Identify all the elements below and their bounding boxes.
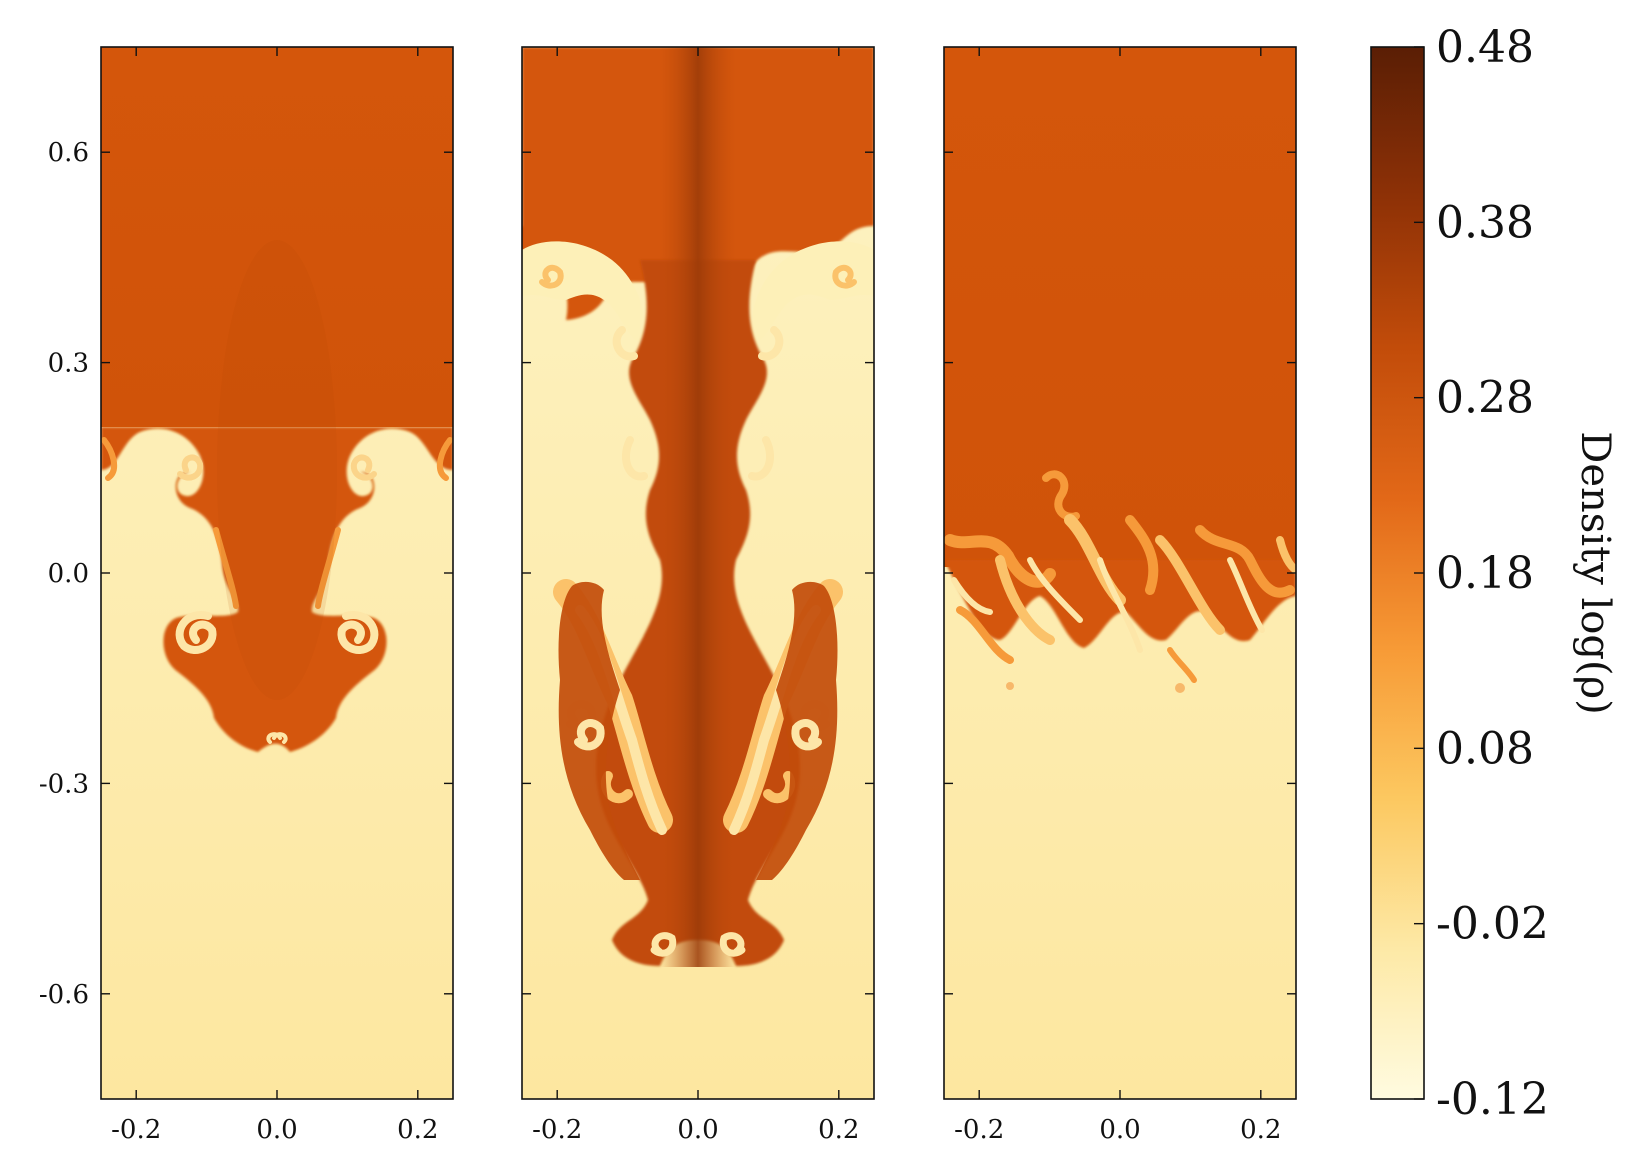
colorbar-tick-label: 0.48 [1436,22,1534,73]
x-tick-label: -0.2 [111,1115,161,1145]
y-tick-label: 0.3 [48,349,89,379]
panel-3-heavy-fluid [944,47,1296,567]
y-tick-label: 0.0 [48,559,89,589]
colorbar-tick-label: 0.18 [1436,548,1534,599]
panel-2 [522,47,874,1099]
x-tick-label: -0.2 [532,1115,582,1145]
colorbar-tick-label: -0.12 [1436,1074,1549,1125]
panel-1-axes: -0.2 0.0 0.2 0.6 0.3 0.0 -0.3 -0.6 [39,46,454,1145]
panel-2-jet [660,47,736,967]
panel-3 [944,47,1296,1099]
x-tick-label: 0.0 [677,1115,718,1145]
panel-3-blob [1175,683,1185,693]
y-tick-label: 0.6 [48,138,89,168]
y-tick-label: -0.3 [39,769,89,799]
panel-3-blob [1006,682,1014,690]
panel-3-mixing-layer [944,470,1296,683]
y-tick-label: -0.6 [39,980,89,1010]
x-tick-label: 0.2 [397,1115,438,1145]
x-tick-label: 0.0 [1099,1115,1140,1145]
colorbar-tick-label: -0.02 [1436,899,1549,950]
panel-2-axes: -0.2 0.0 0.2 [521,46,875,1145]
x-tick-label: 0.0 [256,1115,297,1145]
axes-layer: -0.2 0.0 0.20.60.30.0-0.3-0.6-0.2 0.0 0.2 -0.… [39,46,1297,1145]
panel-1-plume [101,427,453,752]
colorbar-tick-label: 0.38 [1436,197,1534,248]
panel-1 [101,47,453,1099]
colorbar: 0.48 0.38 0.28 0.18 0.08 -0.02 -0.12 [1370,22,1549,1125]
x-tick-label: 0.2 [1240,1115,1281,1145]
panel-1-heavy-fluid [101,47,453,427]
panel-3-axes: -0.2 0.0 0.2 [943,46,1297,1145]
panel-2-bulb-curls [574,719,822,751]
panel-1-curls [101,437,453,744]
panel-1-core [217,240,337,700]
x-tick-label: -0.2 [954,1115,1004,1145]
colorbar-label: Density log(ρ) [1572,431,1618,714]
colorbar-tick-label: 0.28 [1436,373,1534,424]
colorbar-tick-label: 0.08 [1436,723,1534,774]
x-tick-label: 0.2 [818,1115,859,1145]
